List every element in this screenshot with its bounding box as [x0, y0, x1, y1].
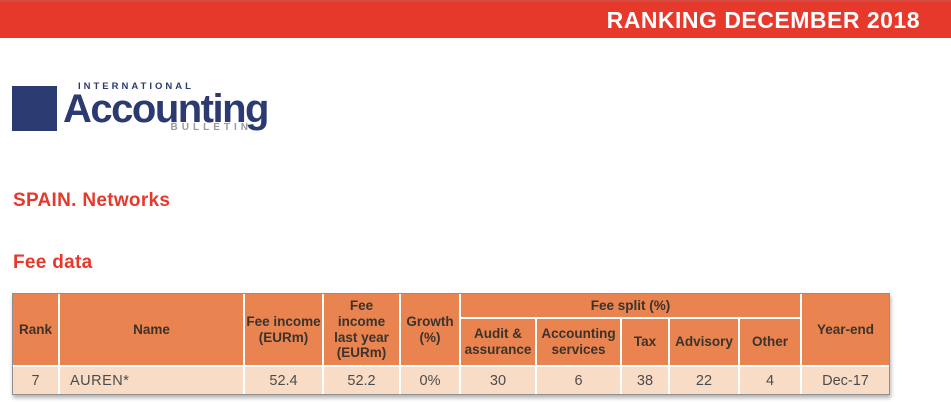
- col-header-audit-assurance: Audit & assurance: [460, 317, 537, 367]
- col-header-tax: Tax: [620, 317, 670, 367]
- col-header-other: Other: [738, 317, 801, 367]
- page-title: SPAIN. Networks: [13, 190, 171, 211]
- cell-fee-income-last-year: 52.2: [322, 365, 401, 394]
- cell-tax: 38: [620, 365, 670, 394]
- iab-logo: INTERNATIONAL Accounting BULLETIN: [12, 82, 951, 138]
- cell-other: 4: [738, 365, 802, 394]
- logo-text: INTERNATIONAL Accounting BULLETIN: [63, 81, 269, 133]
- logo-international-label: INTERNATIONAL: [78, 81, 194, 92]
- fee-data-heading: Fee data: [13, 252, 93, 273]
- top-banner: RANKING DECEMBER 2018: [0, 0, 951, 38]
- col-header-rank: Rank: [13, 294, 60, 367]
- col-header-growth: Growth (%): [399, 294, 461, 367]
- col-header-accounting-services: Accounting services: [535, 317, 622, 367]
- cell-accounting-services: 6: [535, 365, 622, 394]
- logo-accounting-label: Accounting: [63, 86, 269, 131]
- table-row: 7 AUREN* 52.4 52.2 0% 30 6 38 22 4 Dec-1…: [13, 365, 889, 394]
- fee-data-table: Rank Name Fee income (EURm) Fee income l…: [12, 293, 890, 395]
- banner-title: RANKING DECEMBER 2018: [606, 6, 920, 33]
- cell-year-end: Dec-17: [800, 365, 889, 394]
- col-header-year-end: Year-end: [800, 294, 889, 367]
- col-header-fee-income: Fee income (EURm): [243, 294, 324, 367]
- col-header-fee-split: Fee split (%): [459, 294, 802, 319]
- cell-audit-assurance: 30: [459, 365, 537, 394]
- cell-advisory: 22: [668, 365, 740, 394]
- col-header-name: Name: [58, 294, 245, 367]
- cell-growth: 0%: [399, 365, 461, 394]
- cell-name: AUREN*: [58, 365, 245, 394]
- col-header-advisory: Advisory: [668, 317, 740, 367]
- cell-fee-income: 52.4: [243, 365, 324, 394]
- logo-square-icon: [12, 86, 57, 131]
- logo-bulletin-label: BULLETIN: [170, 121, 252, 133]
- cell-rank: 7: [13, 365, 60, 394]
- col-header-fee-income-last-year: Fee income last year (EURm): [322, 294, 401, 367]
